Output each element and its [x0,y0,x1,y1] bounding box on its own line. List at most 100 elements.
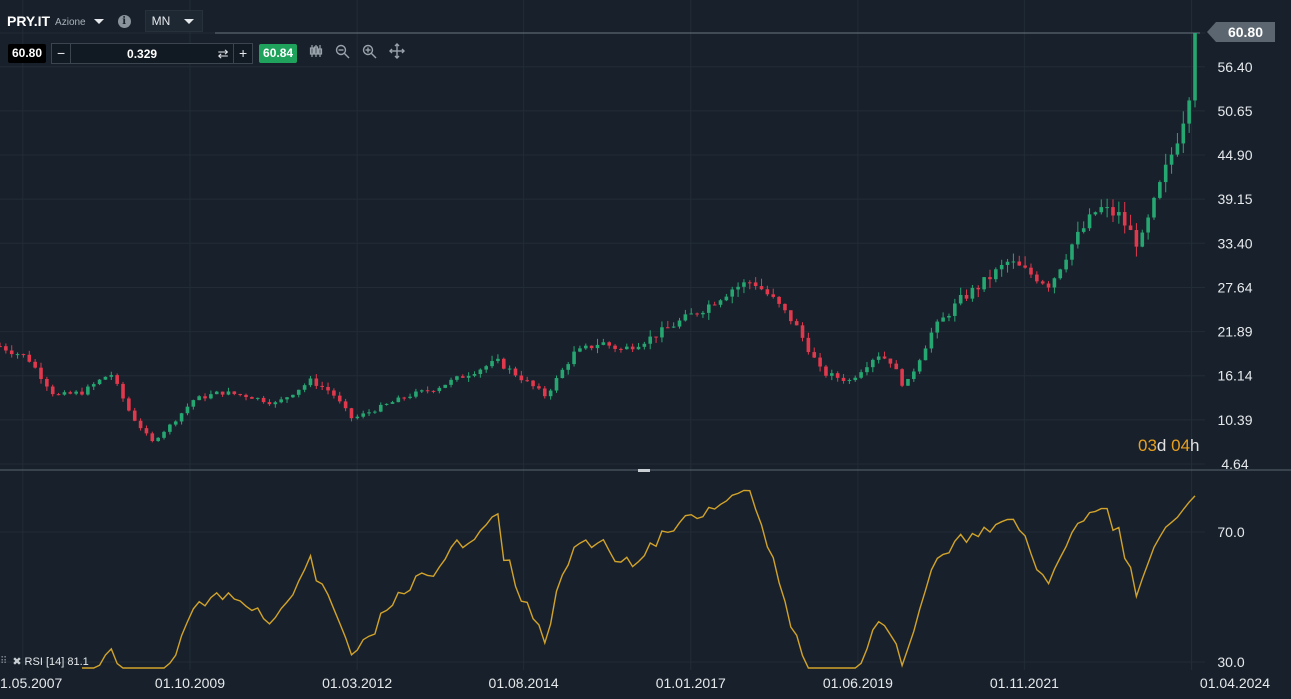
zoom-out-icon[interactable] [335,44,350,64]
candle-body [917,360,922,372]
candle-body [127,398,131,411]
candle-body [578,348,582,352]
candle-body [736,286,740,290]
candle-body [1105,207,1109,209]
candle-body [373,411,377,413]
candle-body [1070,244,1074,260]
candle-countdown: 03d 04h [1138,436,1200,456]
rsi-value: 81.1 [67,655,89,668]
price-axis-label: 4.64 [1221,456,1248,472]
candle-body [285,397,289,400]
trade-bar: 60.80 − ⇄ + 60.84 [8,43,406,64]
candle-body [150,433,155,442]
candle-body [419,390,424,392]
candle-body [291,394,295,398]
candle-body [21,354,26,356]
candle-body [941,317,945,322]
candle-body [1040,281,1045,284]
symbol-bar: PRY.IT Azione i MN [0,8,215,34]
candle-body [976,287,981,290]
decrease-button[interactable]: − [52,44,72,63]
buy-price-button[interactable]: 60.84 [259,44,298,63]
candle-body [665,327,670,329]
candle-body [548,390,553,397]
candle-body [759,286,764,290]
sell-price-button[interactable]: 60.80 [8,44,47,63]
candle-body [613,345,617,349]
candle-body [209,394,213,399]
symbol-name[interactable]: PRY.IT [7,13,51,29]
candle-body [203,396,207,399]
candle-body [1093,212,1098,215]
timeframe-label: MN [151,14,171,28]
candle-body [156,437,160,442]
candle-body [706,304,711,313]
candle-body [80,391,84,395]
candle-body [361,413,365,417]
candle-body [1181,123,1186,144]
candle-body [642,343,647,347]
candle-body [414,391,418,397]
rsi-line [82,489,1196,669]
candle-body [1163,164,1168,183]
candle-body [455,376,459,380]
time-axis-label: 01.04.2024 [1200,675,1270,691]
swap-icon[interactable]: ⇄ [217,45,229,61]
candle-body [765,289,770,295]
candle-body [835,373,840,378]
candle-body [619,348,623,350]
candle-body [876,356,881,360]
candle-body [689,313,694,315]
candle-body [953,303,957,316]
time-axis-label: 01.08.2014 [489,675,559,691]
candle-body [308,378,313,386]
quantity-stepper[interactable]: − ⇄ + [51,43,254,64]
candle-body [1011,261,1016,263]
timeframe-select[interactable]: MN [144,10,204,32]
quantity-input[interactable] [71,46,214,61]
candle-body [168,424,172,432]
candle-body [1128,225,1133,231]
candle-body [296,389,301,395]
candle-body [185,406,190,414]
candle-body [197,396,201,401]
price-axis-label: 21.89 [1217,324,1252,340]
candle-body [789,310,793,322]
move-icon[interactable] [389,43,406,64]
time-axis-label: 01.01.2017 [656,675,726,691]
price-axis-label: 56.40 [1217,59,1252,75]
candle-body [771,294,776,297]
candle-body [1193,33,1197,101]
candle-body [847,380,852,382]
drag-handle-icon[interactable]: ⠿ [0,656,8,667]
price-axis-label: 44.90 [1217,147,1252,163]
zoom-in-icon[interactable] [362,44,377,64]
symbol-dropdown-icon[interactable] [93,18,104,24]
candle-body [62,392,67,395]
candle-body [302,385,307,390]
increase-button[interactable]: + [233,44,252,63]
close-icon[interactable]: ✖ [12,656,22,668]
candle-body [56,394,61,396]
candle-body [753,282,758,287]
candles-icon[interactable] [309,44,323,63]
candle-body [33,361,37,368]
candle-body [349,408,354,419]
info-icon[interactable]: i [117,14,131,28]
candle-body [871,359,875,368]
candle-body [466,375,471,378]
candle-body [800,325,805,338]
pane-resize-handle[interactable] [638,469,650,472]
candle-body [261,397,266,403]
candle-body [74,391,78,394]
candle-body [906,378,910,386]
candle-body [1052,278,1057,288]
candle-body [507,368,512,370]
candle-body [15,354,20,356]
candle-body [501,358,506,369]
candle-body [121,383,125,399]
candle-body [378,404,383,412]
candle-body [994,269,998,280]
